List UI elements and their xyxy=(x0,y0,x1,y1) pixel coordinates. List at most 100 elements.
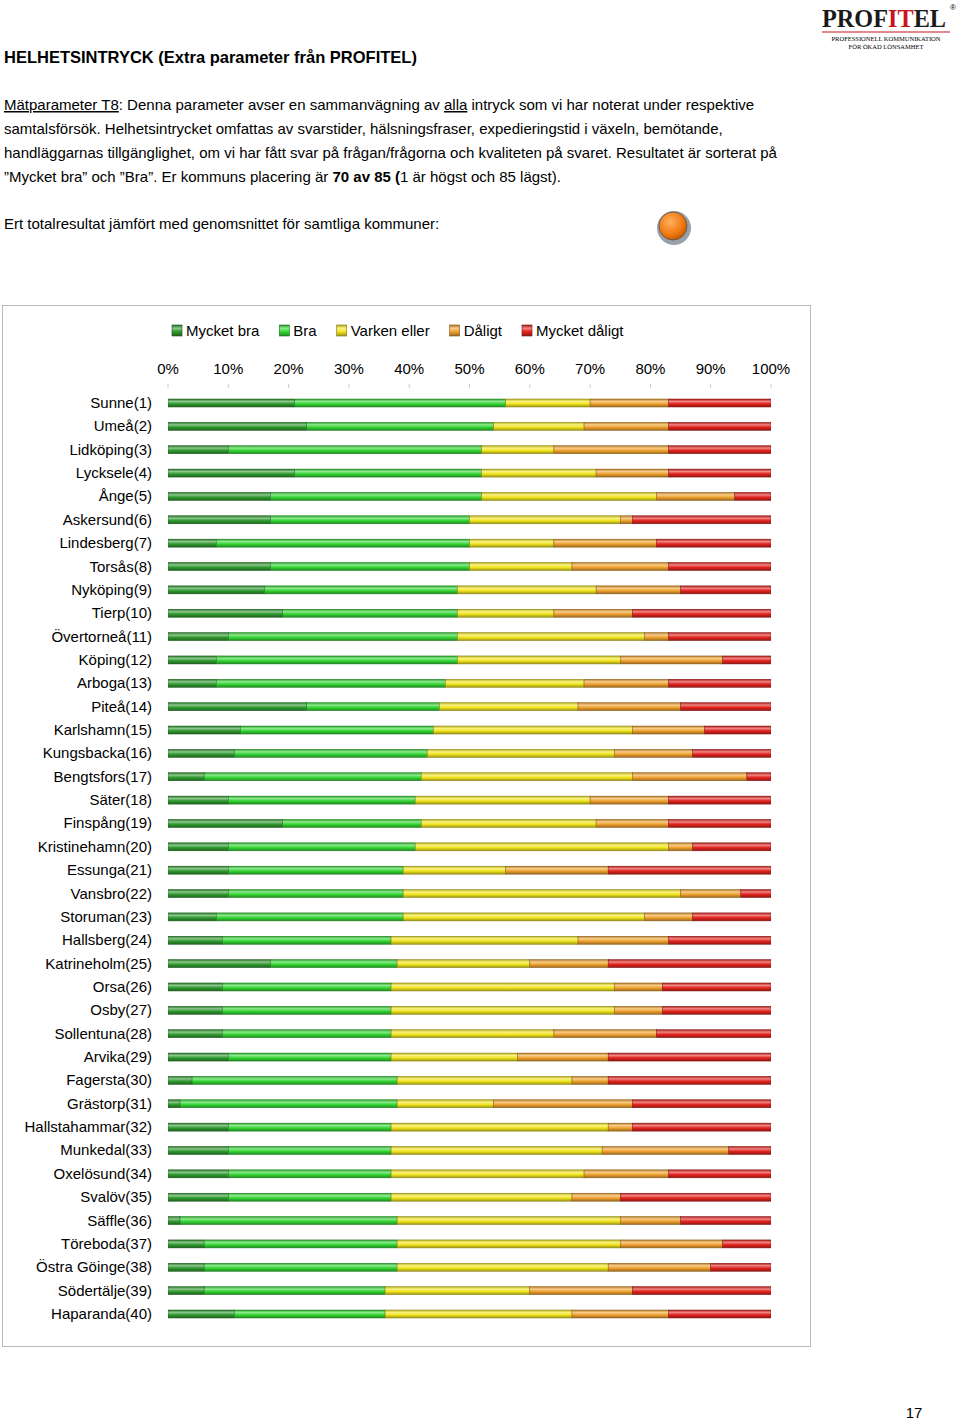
bar-segment xyxy=(180,1217,397,1225)
bar-segment xyxy=(662,983,771,991)
category-label: Essunga(21) xyxy=(67,861,152,878)
category-label: Ånge(5) xyxy=(99,487,152,504)
bar-segment xyxy=(216,913,403,921)
paragraph-segment: Mätparameter T8 xyxy=(4,96,119,113)
paragraph-segment: samtalsförsök. Helhetsintrycket omfattas… xyxy=(4,120,723,137)
bar-segment xyxy=(614,1006,662,1014)
page-title: HELHETSINTRYCK (Extra parameter från PRO… xyxy=(4,48,417,66)
bar-segment xyxy=(723,1240,771,1248)
bar-segment xyxy=(403,913,644,921)
bar-segment xyxy=(168,913,216,921)
category-label: Hallsberg(24) xyxy=(62,931,152,948)
category-label: Sollentuna(28) xyxy=(54,1025,152,1042)
bar-segment xyxy=(168,983,222,991)
x-axis: 0%10%20%30%40%50%60%70%80%90%100% xyxy=(157,360,790,388)
bar-segment xyxy=(168,843,228,851)
bar-segment xyxy=(644,633,668,641)
legend-swatch xyxy=(172,325,182,336)
bar-segment xyxy=(216,679,445,687)
bar-segment xyxy=(168,960,271,968)
bar-segment xyxy=(620,516,632,524)
bar-segment xyxy=(271,563,470,571)
x-tick-label: 60% xyxy=(515,360,545,377)
category-label: Vansbro(22) xyxy=(71,885,152,902)
bar-segment xyxy=(596,586,680,594)
bar-segment xyxy=(168,469,295,477)
bar-segment xyxy=(614,749,692,757)
x-tick xyxy=(409,384,410,388)
bar-segment xyxy=(632,516,771,524)
bar-segment xyxy=(228,1123,391,1131)
bar-segment xyxy=(180,1100,397,1108)
bar-segment xyxy=(168,539,216,547)
bar-segment xyxy=(168,422,307,430)
bar-segment xyxy=(554,539,657,547)
bar-segment xyxy=(681,890,741,898)
bar-segment xyxy=(168,749,234,757)
legend-swatch xyxy=(279,325,289,336)
category-label: Piteå(14) xyxy=(91,698,152,715)
logo-text: PROFITEL xyxy=(822,5,946,32)
x-tick xyxy=(590,384,591,388)
bar-segment xyxy=(168,1170,228,1178)
bar-segment xyxy=(572,563,668,571)
bar-segment xyxy=(168,1310,234,1318)
paragraph-segment: intryck som vi har noterat under respekt… xyxy=(467,96,754,113)
bar-segment xyxy=(632,609,771,617)
bar-segment xyxy=(397,1217,620,1225)
bar-segment xyxy=(168,516,271,524)
bar-segment xyxy=(397,1240,620,1248)
bar-segment xyxy=(705,726,771,734)
bar-segment xyxy=(397,1076,572,1084)
bar-segment xyxy=(590,399,668,407)
bar-segment xyxy=(596,819,668,827)
bar-segment xyxy=(168,1263,204,1271)
bar-segment xyxy=(391,1193,572,1201)
x-tick xyxy=(771,384,772,388)
bar-segment xyxy=(668,422,771,430)
bar-segment xyxy=(421,773,632,781)
bar-segment xyxy=(204,1263,397,1271)
category-label: Östra Göinge(38) xyxy=(36,1258,152,1275)
category-label: Lycksele(4) xyxy=(76,464,152,481)
bar-segment xyxy=(228,890,403,898)
bar-segment xyxy=(723,656,771,664)
bar-segment xyxy=(693,913,771,921)
category-label: Sunne(1) xyxy=(90,394,152,411)
page-number: 17 xyxy=(906,1404,923,1420)
bar-segment xyxy=(668,843,692,851)
bar-segment xyxy=(168,1053,228,1061)
bar-segment xyxy=(228,633,457,641)
bar-segment xyxy=(271,516,470,524)
bar-segment xyxy=(608,1123,632,1131)
category-label: Övertorneå(11) xyxy=(51,628,152,645)
summary-text: Ert totalresultat jämfört med genomsnitt… xyxy=(4,215,439,232)
bar-segment xyxy=(168,726,240,734)
bars xyxy=(168,399,771,1318)
bar-segment xyxy=(681,703,771,711)
bar-segment xyxy=(608,866,771,874)
x-tick xyxy=(650,384,651,388)
bar-segment xyxy=(240,726,433,734)
bar-segment xyxy=(168,703,307,711)
x-tick xyxy=(469,384,470,388)
legend: Mycket braBraVarken ellerDåligtMycket då… xyxy=(172,322,624,339)
bar-segment xyxy=(168,446,228,454)
bar-segment xyxy=(168,1006,222,1014)
category-label: Kungsbacka(16) xyxy=(43,744,152,761)
bar-segment xyxy=(216,656,457,664)
category-label: Torsås(8) xyxy=(89,558,152,575)
bar-segment xyxy=(445,679,584,687)
bar-segment xyxy=(391,1053,518,1061)
bar-segment xyxy=(457,609,553,617)
paragraph-segment: ”Mycket bra” och ”Bra”. Er kommuns place… xyxy=(4,168,332,185)
bar-segment xyxy=(385,1310,572,1318)
bar-segment xyxy=(168,492,271,500)
bar-segment xyxy=(222,936,391,944)
bar-segment xyxy=(681,586,771,594)
bar-segment xyxy=(584,679,668,687)
bar-segment xyxy=(228,1053,391,1061)
x-tick-label: 0% xyxy=(157,360,179,377)
legend-swatch xyxy=(337,325,347,336)
bar-segment xyxy=(283,819,422,827)
